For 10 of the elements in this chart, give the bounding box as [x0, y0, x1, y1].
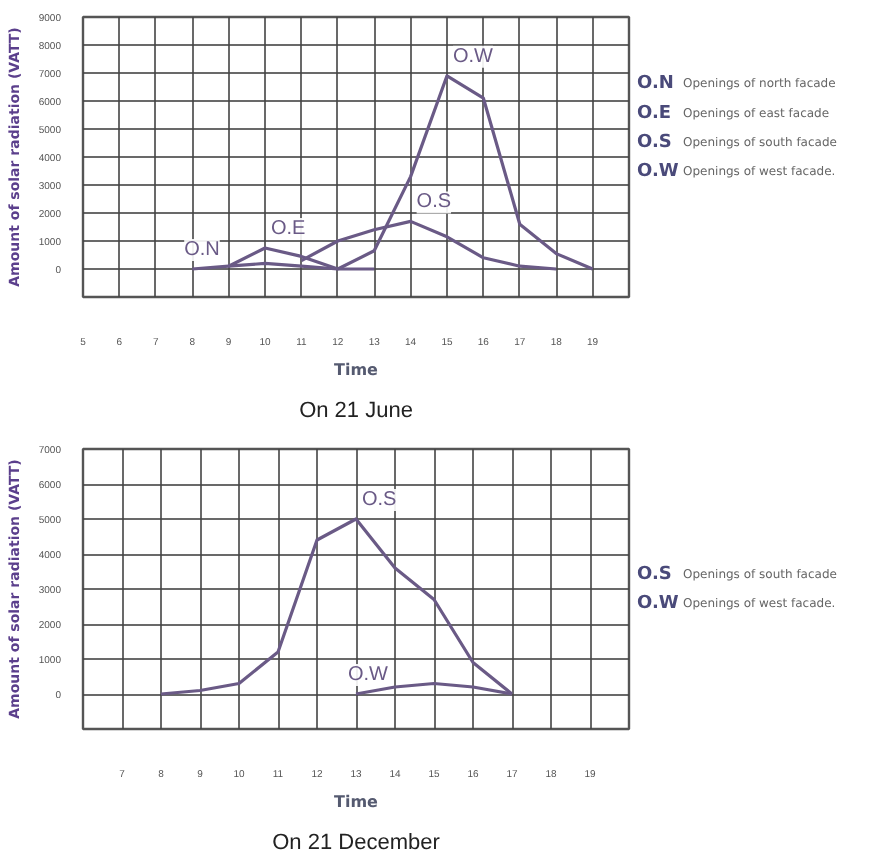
x-axis-title: Time [334, 793, 380, 811]
series-label: O.E [271, 218, 307, 240]
series-label: O.N [184, 239, 220, 261]
text: On 21 June [299, 399, 413, 423]
series-label: O.W [453, 45, 495, 68]
series-label: O.W [348, 664, 390, 686]
series-label: O.S [416, 191, 452, 214]
text: On 21 December [272, 831, 441, 855]
series-label: O.S [362, 489, 398, 511]
x-axis-title: Time [334, 361, 380, 379]
